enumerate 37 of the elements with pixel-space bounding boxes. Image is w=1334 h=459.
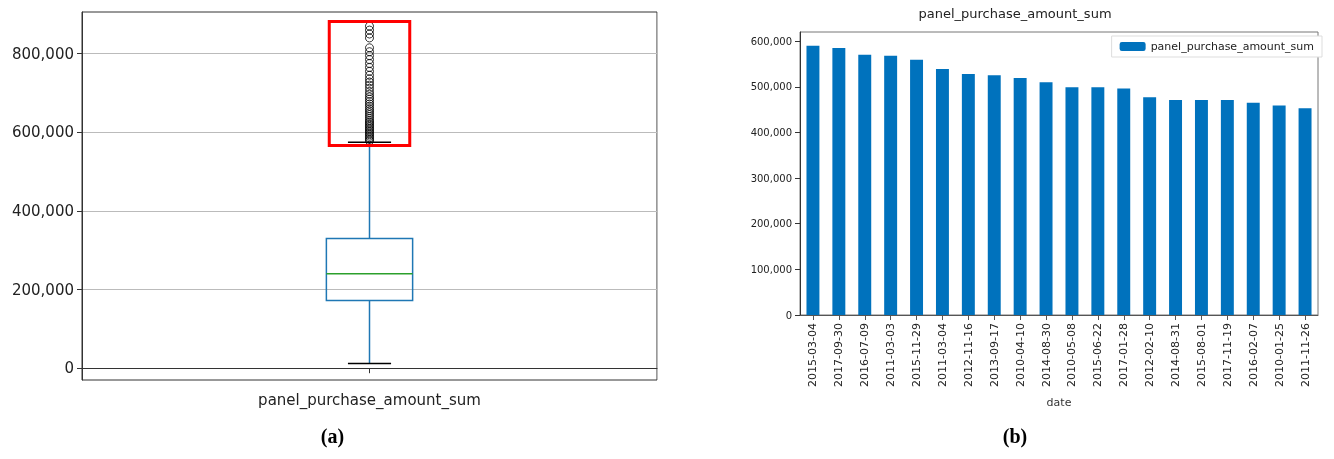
chart-title: panel_purchase_amount_sum bbox=[918, 6, 1112, 21]
y-tick-label: 200,000 bbox=[750, 218, 792, 230]
x-tick-label: 2010-04-10 bbox=[1013, 323, 1027, 387]
legend-label: panel_purchase_amount_sum bbox=[1150, 40, 1314, 53]
y-tick-label: 400,000 bbox=[750, 126, 792, 138]
text: (b) bbox=[1001, 425, 1029, 448]
y-tick-label: 0 bbox=[64, 359, 74, 378]
y-tick-label: 600,000 bbox=[750, 35, 792, 47]
x-tick-label: 2015-03-04 bbox=[806, 323, 820, 387]
y-tick-label: 300,000 bbox=[750, 172, 792, 184]
x-tick-label: 2011-11-26 bbox=[1298, 323, 1312, 387]
y-tick-label: 0 bbox=[785, 309, 792, 321]
x-tick-label: 2010-05-08 bbox=[1065, 323, 1079, 387]
x-tick-label: 2014-08-31 bbox=[1169, 323, 1183, 387]
x-tick-label: 2017-11-19 bbox=[1220, 323, 1234, 387]
x-tick-label: 2017-01-28 bbox=[1117, 323, 1131, 387]
x-tick-label: 2011-03-04 bbox=[935, 323, 949, 387]
x-axis-title: date bbox=[1046, 396, 1072, 409]
x-tick-label: 2014-08-30 bbox=[1039, 323, 1053, 387]
x-tick-label: 2016-02-07 bbox=[1246, 323, 1260, 387]
x-tick-label: 2012-02-10 bbox=[1143, 323, 1157, 387]
y-tick-label: 500,000 bbox=[750, 81, 792, 93]
x-tick-label: 2010-01-25 bbox=[1272, 323, 1286, 387]
x-tick-label: 2011-03-03 bbox=[884, 323, 898, 387]
y-tick-label: 400,000 bbox=[11, 201, 74, 220]
text: (a) bbox=[319, 425, 346, 448]
x-tick-label: 2012-11-16 bbox=[961, 323, 975, 387]
y-tick-label: 600,000 bbox=[11, 123, 74, 142]
x-tick-label: 2016-07-09 bbox=[858, 323, 872, 387]
y-tick-label: 800,000 bbox=[11, 44, 74, 63]
y-tick-label: 100,000 bbox=[750, 263, 792, 275]
y-tick-label: 200,000 bbox=[11, 280, 74, 299]
x-tick-label: 2015-06-22 bbox=[1091, 323, 1105, 387]
x-tick-label: 2013-09-17 bbox=[987, 323, 1001, 387]
x-tick-label: 2015-11-29 bbox=[910, 323, 924, 387]
x-tick-label: 2017-09-30 bbox=[832, 323, 846, 387]
x-tick-label: 2015-08-01 bbox=[1194, 323, 1208, 387]
